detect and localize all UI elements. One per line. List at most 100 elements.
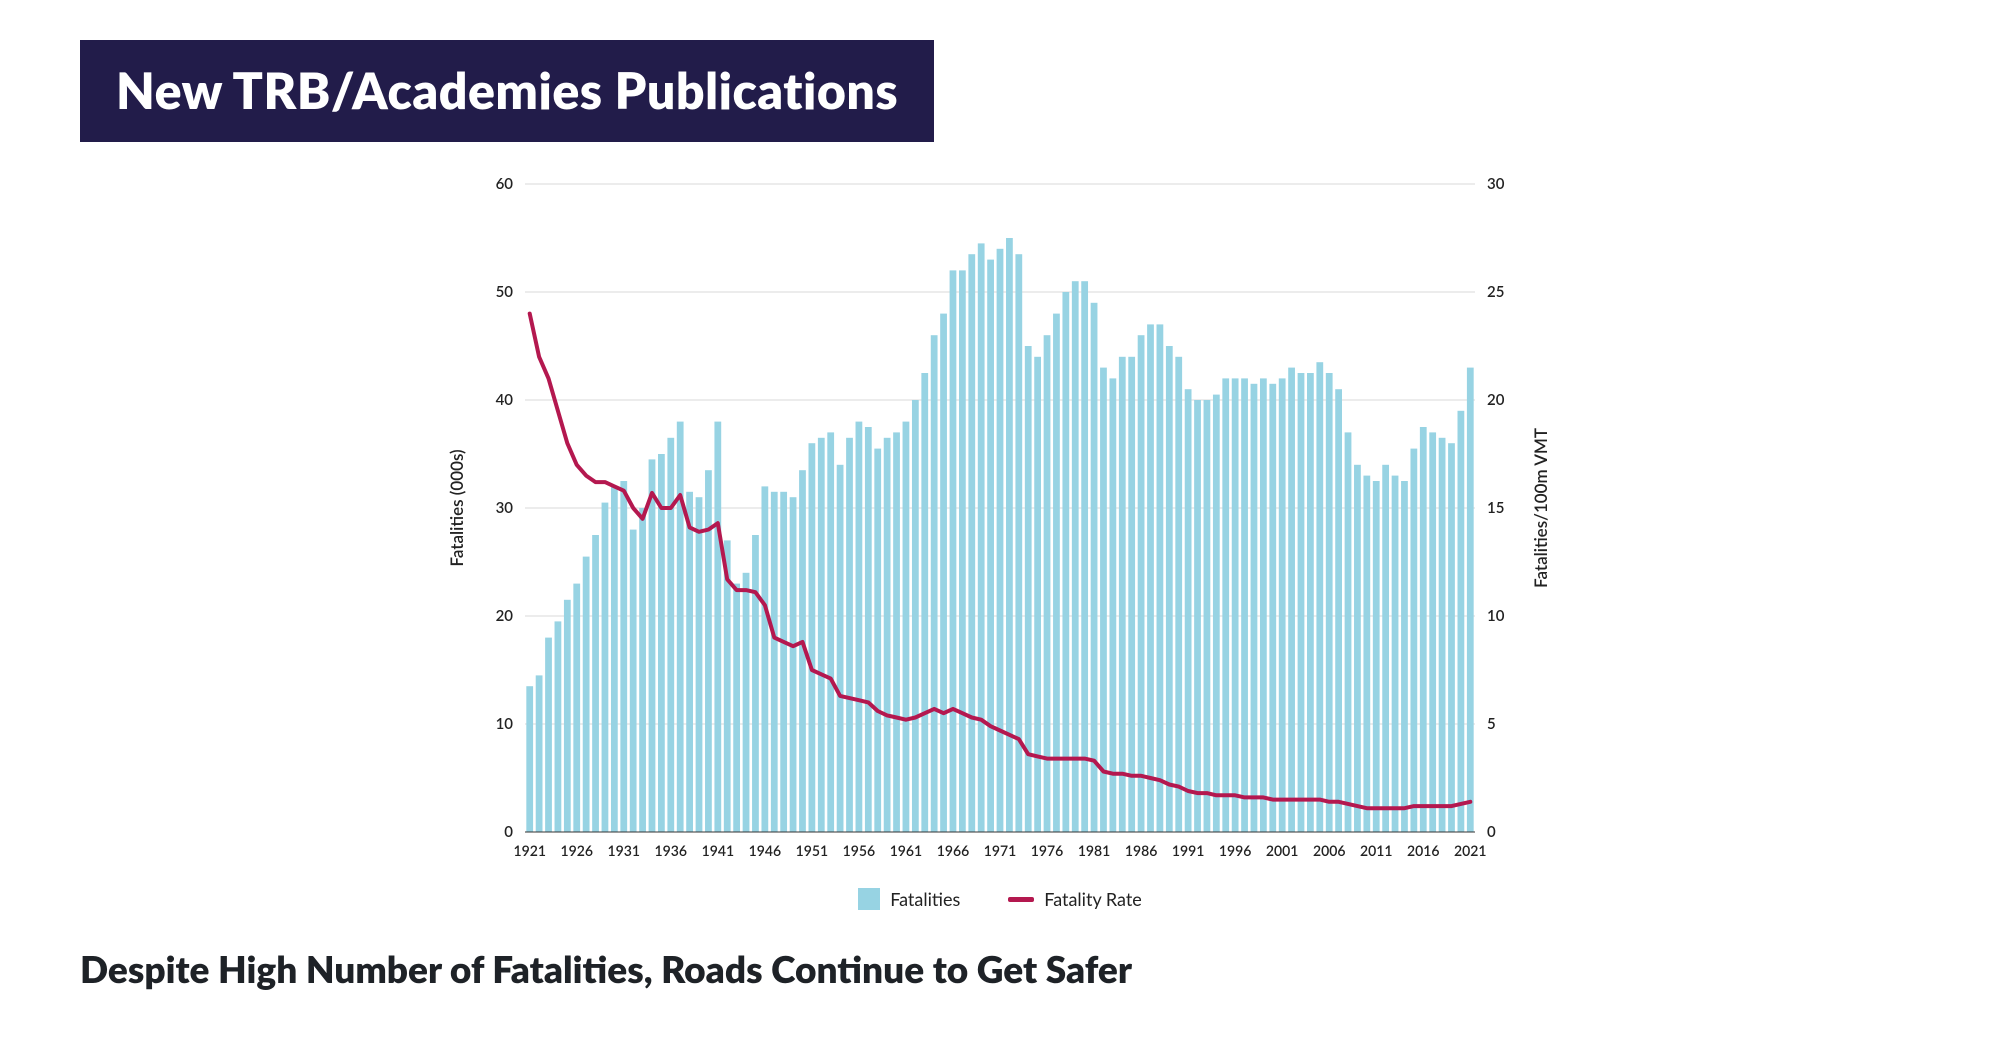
svg-text:1941: 1941	[702, 842, 734, 859]
bar	[1288, 368, 1295, 832]
bar	[1420, 427, 1427, 832]
svg-text:0: 0	[1487, 823, 1496, 841]
svg-text:1961: 1961	[890, 842, 922, 859]
bar	[771, 492, 778, 832]
bar	[1345, 432, 1352, 832]
svg-text:1936: 1936	[655, 842, 687, 859]
bar	[950, 270, 957, 832]
svg-text:2016: 2016	[1407, 842, 1439, 859]
bar	[1439, 438, 1446, 832]
bar	[780, 492, 787, 832]
bar	[667, 438, 674, 832]
svg-text:30: 30	[496, 499, 514, 517]
bar	[931, 335, 938, 832]
bar	[968, 254, 975, 832]
bar	[790, 497, 797, 832]
bar	[630, 530, 637, 832]
bar	[1175, 357, 1182, 832]
bar	[564, 600, 571, 832]
svg-text:1971: 1971	[984, 842, 1016, 859]
bar	[1251, 384, 1258, 832]
legend-item-fatality-rate: Fatality Rate	[1008, 888, 1141, 910]
bar	[620, 481, 627, 832]
svg-text:1981: 1981	[1078, 842, 1110, 859]
bar	[1157, 324, 1164, 832]
bar	[1458, 411, 1465, 832]
svg-text:2006: 2006	[1313, 842, 1345, 859]
bar	[1298, 373, 1305, 832]
svg-text:50: 50	[496, 283, 514, 301]
bar	[1109, 378, 1116, 832]
bar	[921, 373, 928, 832]
bar	[573, 584, 580, 832]
bar	[1034, 357, 1041, 832]
bar	[686, 492, 693, 832]
legend-item-fatalities: Fatalities	[858, 888, 960, 910]
bar	[959, 270, 966, 832]
bar	[1091, 303, 1098, 832]
svg-text:1996: 1996	[1219, 842, 1251, 859]
chart-container: 0102030405060051015202530192119261931193…	[435, 172, 1565, 910]
bar	[1100, 368, 1107, 832]
svg-text:1991: 1991	[1172, 842, 1204, 859]
svg-text:0: 0	[504, 823, 513, 841]
bar	[1373, 481, 1380, 832]
bar	[658, 454, 665, 832]
bar	[903, 422, 910, 832]
svg-text:1926: 1926	[560, 842, 592, 859]
bar	[1147, 324, 1154, 832]
bar	[1467, 368, 1474, 832]
svg-text:5: 5	[1487, 715, 1496, 733]
bar	[1269, 384, 1276, 832]
bar	[714, 422, 721, 832]
bar	[1213, 395, 1220, 832]
bar	[1025, 346, 1032, 832]
bar	[536, 675, 543, 832]
bar	[1241, 378, 1248, 832]
bar	[1354, 465, 1361, 832]
svg-text:1956: 1956	[843, 842, 875, 859]
header-banner: New TRB/Academies Publications	[80, 40, 934, 142]
svg-text:1931: 1931	[608, 842, 640, 859]
bar	[1053, 314, 1060, 832]
bar	[940, 314, 947, 832]
svg-text:40: 40	[496, 391, 514, 409]
svg-text:2001: 2001	[1266, 842, 1298, 859]
bar	[1335, 389, 1342, 832]
bar	[611, 486, 618, 832]
bar	[893, 432, 900, 832]
bar	[677, 422, 684, 832]
bar	[1006, 238, 1013, 832]
bar	[1448, 443, 1455, 832]
legend-swatch-line	[1008, 897, 1034, 902]
bar	[884, 438, 891, 832]
bar	[856, 422, 863, 832]
bar	[808, 443, 815, 832]
legend-label-fatalities: Fatalities	[890, 888, 960, 910]
bar	[705, 470, 712, 832]
bar	[818, 438, 825, 832]
bar	[1204, 400, 1211, 832]
bar	[997, 249, 1004, 832]
svg-text:2011: 2011	[1360, 842, 1392, 859]
bar	[1326, 373, 1333, 832]
bar	[1128, 357, 1135, 832]
svg-text:Fatalities (000s): Fatalities (000s)	[446, 449, 467, 566]
bar	[1260, 378, 1267, 832]
bar	[978, 243, 985, 832]
bar	[583, 557, 590, 832]
bar	[1382, 465, 1389, 832]
bar	[1232, 378, 1239, 832]
svg-text:20: 20	[1487, 391, 1505, 409]
bar	[555, 621, 562, 832]
bar	[733, 584, 740, 832]
svg-text:10: 10	[1487, 607, 1505, 625]
bar	[1392, 476, 1399, 832]
svg-text:20: 20	[496, 607, 514, 625]
bar	[526, 686, 533, 832]
bar	[1410, 449, 1417, 832]
bar	[912, 400, 919, 832]
bar	[545, 638, 552, 832]
bar	[743, 573, 750, 832]
fatalities-chart: 0102030405060051015202530192119261931193…	[435, 172, 1565, 872]
